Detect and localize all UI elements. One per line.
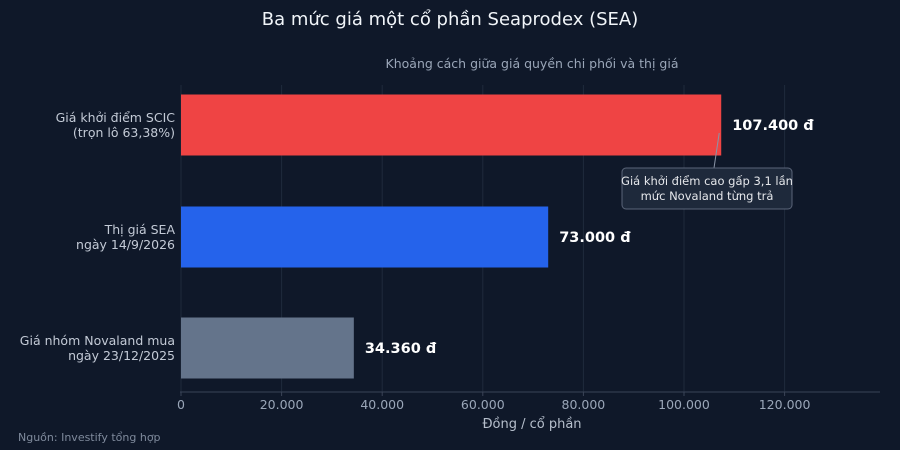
category-label: Giá khởi điểm SCIC — [56, 110, 176, 125]
bar — [181, 206, 549, 268]
bars — [181, 94, 722, 379]
x-tick-label: 60.000 — [461, 397, 505, 412]
x-tick-label: 120.000 — [759, 397, 811, 412]
value-label: 73.000 đ — [559, 230, 631, 246]
annotation-text: Giá khởi điểm cao gấp 3,1 lần — [621, 174, 793, 188]
category-labels: Giá khởi điểm SCIC(trọn lô 63,38%) Thị gi… — [20, 110, 176, 363]
value-label: 107.400 đ — [732, 118, 814, 134]
category-label: ngày 14/9/2026 — [76, 237, 175, 252]
bar — [181, 317, 354, 379]
value-labels: 107.400 đ 73.000 đ 34.360 đ — [365, 118, 814, 357]
category-label: Thị giá SEA — [104, 222, 176, 237]
chart-title: Ba mức giá một cổ phần Seaprodex (SEA) — [262, 9, 638, 30]
annotation-box — [621, 167, 793, 210]
x-tick-labels: 0 20.000 40.000 60.000 80.000 100.000 120.000 — [177, 392, 810, 412]
category-label: (trọn lô 63,38%) — [73, 125, 175, 140]
bar — [181, 94, 722, 156]
source-note: Nguồn: Investify tổng hợp — [18, 431, 161, 444]
x-tick-label: 0 — [177, 397, 185, 412]
x-axis-label: Đồng / cổ phần — [482, 417, 581, 432]
annotation-text: mức Novaland từng trả — [641, 189, 774, 203]
x-tick-label: 80.000 — [562, 397, 606, 412]
x-tick-label: 100.000 — [658, 397, 710, 412]
category-label: Giá nhóm Novaland mua — [20, 333, 175, 348]
chart-subtitle: Khoảng cách giữa giá quyền chi phối và t… — [386, 56, 679, 71]
x-tick-label: 20.000 — [260, 397, 304, 412]
category-label: ngày 23/12/2025 — [68, 348, 175, 363]
annotation-arrow — [713, 132, 720, 169]
x-tick-label: 40.000 — [360, 397, 404, 412]
value-label: 34.360 đ — [365, 341, 437, 357]
